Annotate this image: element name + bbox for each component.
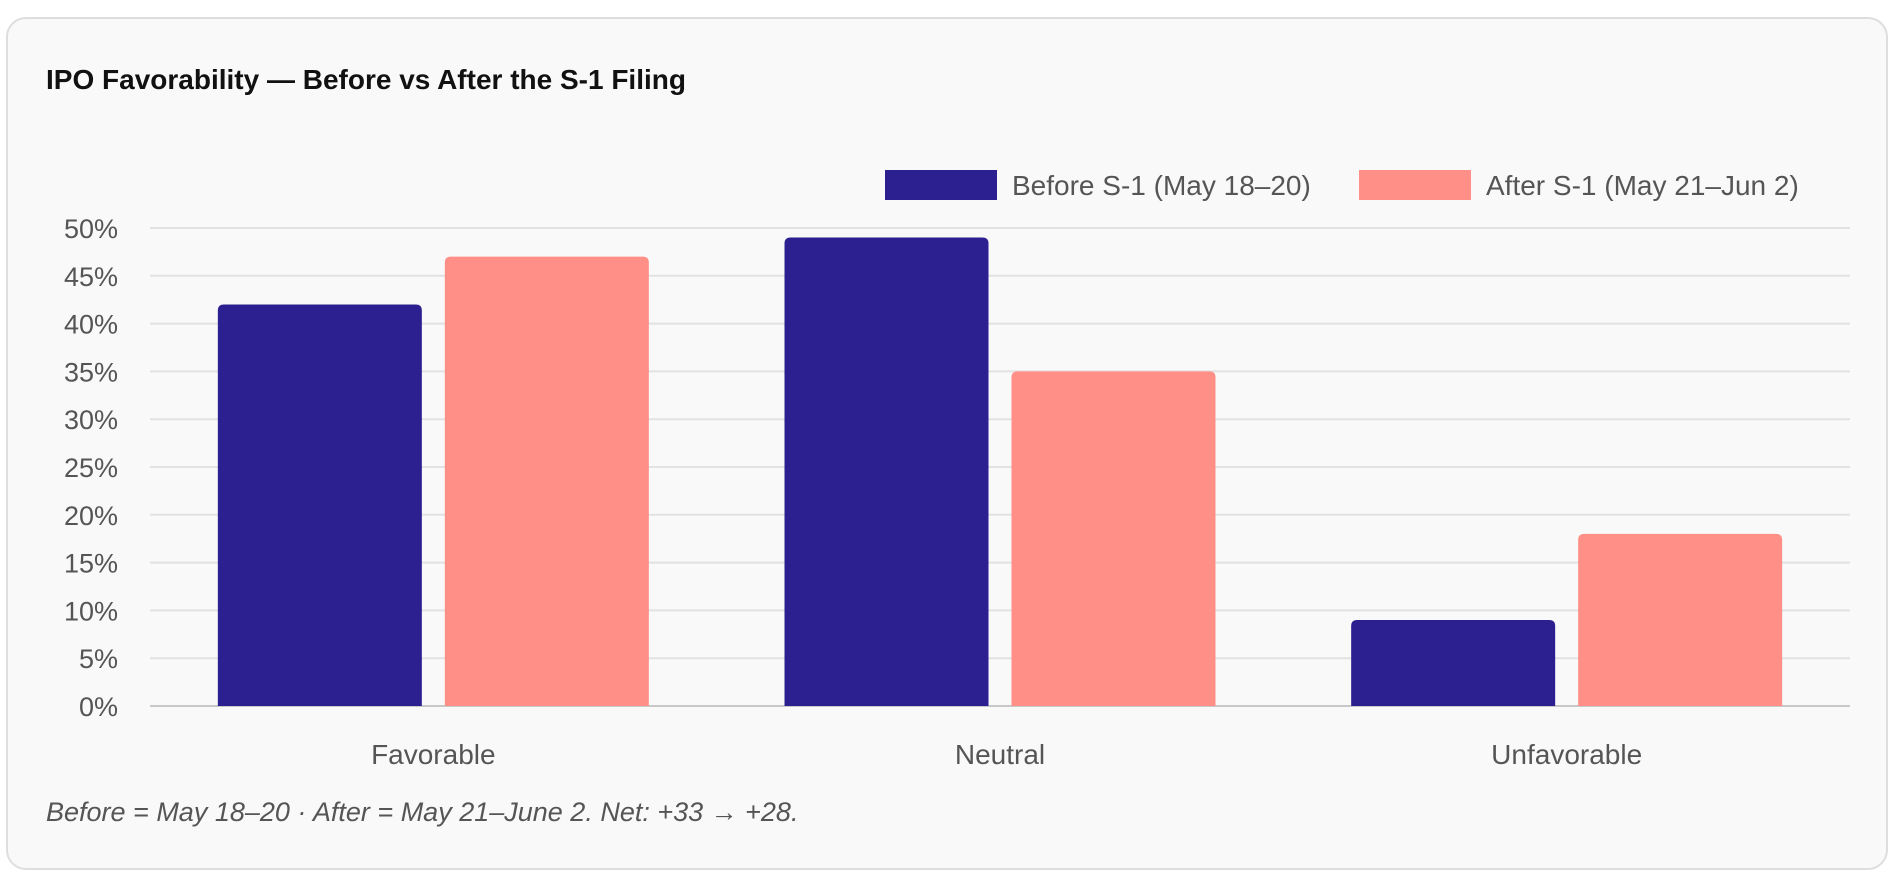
y-tick-label: 30%: [64, 405, 118, 435]
bar-neutral-series-1: [784, 237, 989, 706]
y-tick-label: 50%: [64, 214, 118, 244]
y-tick-label: 0%: [79, 692, 118, 722]
y-tick-label: 10%: [64, 596, 118, 626]
legend: Before S-1 (May 18–20) After S-1 (May 21–…: [885, 170, 1799, 201]
legend-label: Before S-1 (May 18–20): [1012, 170, 1311, 201]
bar-unfavorable-series-2: [1578, 533, 1783, 706]
chart-title: IPO Favorability — Before vs After the S…: [46, 64, 686, 95]
bar-neutral-series-2: [1011, 371, 1216, 706]
x-category-label: Unfavorable: [1491, 739, 1642, 770]
gridlines: [150, 227, 1850, 707]
footnote: Before = May 18–20 · After = May 21–June…: [46, 797, 799, 827]
y-tick-label: 5%: [79, 644, 118, 674]
bar-unfavorable-series-1: [1351, 619, 1556, 706]
legend-label: After S-1 (May 21–Jun 2): [1486, 170, 1799, 201]
y-tick-label: 40%: [64, 310, 118, 340]
bar-favorable-series-1: [217, 304, 422, 706]
y-tick-label: 20%: [64, 501, 118, 531]
y-axis-ticks: 0% 5% 10% 15% 20% 25% 30% 35% 40% 45% 50%: [64, 214, 118, 722]
y-tick-label: 45%: [64, 262, 118, 292]
x-category-label: Neutral: [955, 739, 1045, 770]
bar-favorable-series-2: [444, 256, 649, 706]
y-tick-label: 25%: [64, 453, 118, 483]
y-tick-label: 35%: [64, 357, 118, 387]
x-category-label: Favorable: [371, 739, 496, 770]
bars: [217, 237, 1783, 706]
y-tick-label: 15%: [64, 549, 118, 579]
legend-swatch: [1359, 170, 1471, 200]
legend-swatch: [885, 170, 997, 200]
x-axis-categories: Favorable Neutral Unfavorable: [371, 739, 1642, 770]
